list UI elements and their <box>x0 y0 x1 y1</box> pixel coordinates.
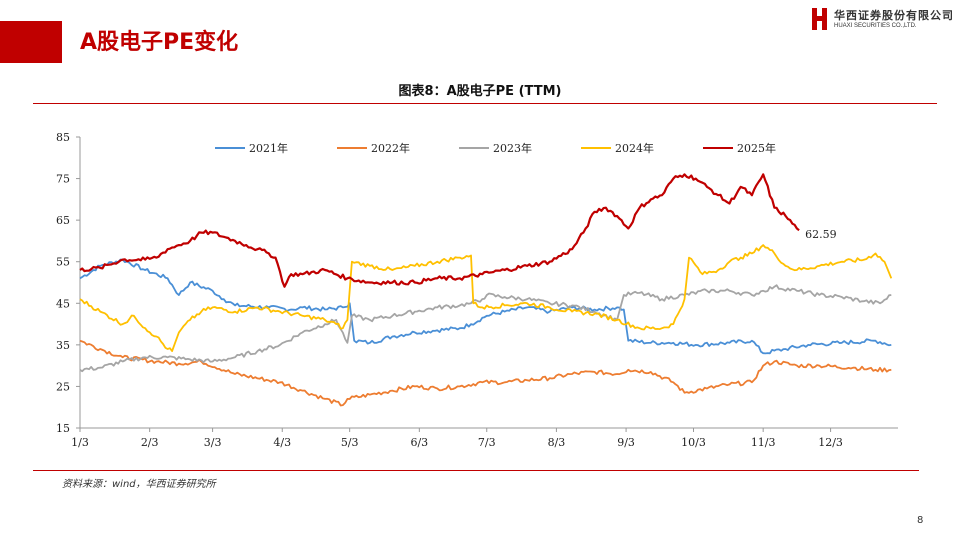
huaxi-logo-icon <box>812 8 828 30</box>
x-tick-label: 9/3 <box>617 436 635 449</box>
last-value-label: 62.59 <box>805 228 837 241</box>
x-tick-label: 8/3 <box>548 436 566 449</box>
y-tick-label: 25 <box>56 380 70 393</box>
source-note: 资料来源：wind，华西证券研究所 <box>62 479 216 490</box>
page-number: 8 <box>917 515 924 526</box>
brand-block: 华西证券股份有限公司 HUAXI SECURITIES CO.,LTD. <box>812 8 954 30</box>
chart-title: 图表8：A股电子PE (TTM) <box>398 84 562 99</box>
brand-name-cn: 华西证券股份有限公司 <box>834 8 954 22</box>
brand-name-en: HUAXI SECURITIES CO.,LTD. <box>834 22 917 29</box>
series-line-2023 <box>79 284 892 373</box>
legend-label: 2022年 <box>371 141 410 155</box>
x-tick-label: 6/3 <box>410 436 428 449</box>
legend-label: 2023年 <box>493 141 532 155</box>
legend-label: 2021年 <box>249 141 288 155</box>
y-tick-label: 55 <box>56 256 70 269</box>
title-accent-bar <box>0 21 62 63</box>
x-tick-label: 3/3 <box>204 436 222 449</box>
x-tick-label: 4/3 <box>273 436 291 449</box>
x-tick-label: 11/3 <box>751 436 776 449</box>
x-tick-label: 12/3 <box>818 436 843 449</box>
y-tick-label: 75 <box>56 173 70 186</box>
series-line-2024 <box>79 244 893 353</box>
x-tick-label: 7/3 <box>478 436 496 449</box>
x-tick-label: 10/3 <box>681 436 706 449</box>
legend-label: 2025年 <box>737 141 776 155</box>
x-tick-label: 1/3 <box>71 436 89 449</box>
y-tick-label: 85 <box>56 131 70 144</box>
legend-label: 2024年 <box>615 141 654 155</box>
page-title: A股电子PE变化 <box>80 30 239 55</box>
y-tick-label: 65 <box>56 214 70 227</box>
y-tick-label: 35 <box>56 339 70 352</box>
x-tick-label: 5/3 <box>341 436 359 449</box>
series-line-2025 <box>79 173 800 288</box>
y-tick-label: 45 <box>56 297 70 310</box>
x-tick-label: 2/3 <box>141 436 159 449</box>
divider-bottom <box>33 470 919 471</box>
series-line-2022 <box>79 339 892 407</box>
divider-top <box>33 103 937 104</box>
y-tick-label: 15 <box>56 422 70 435</box>
series-line-2021 <box>79 258 892 355</box>
